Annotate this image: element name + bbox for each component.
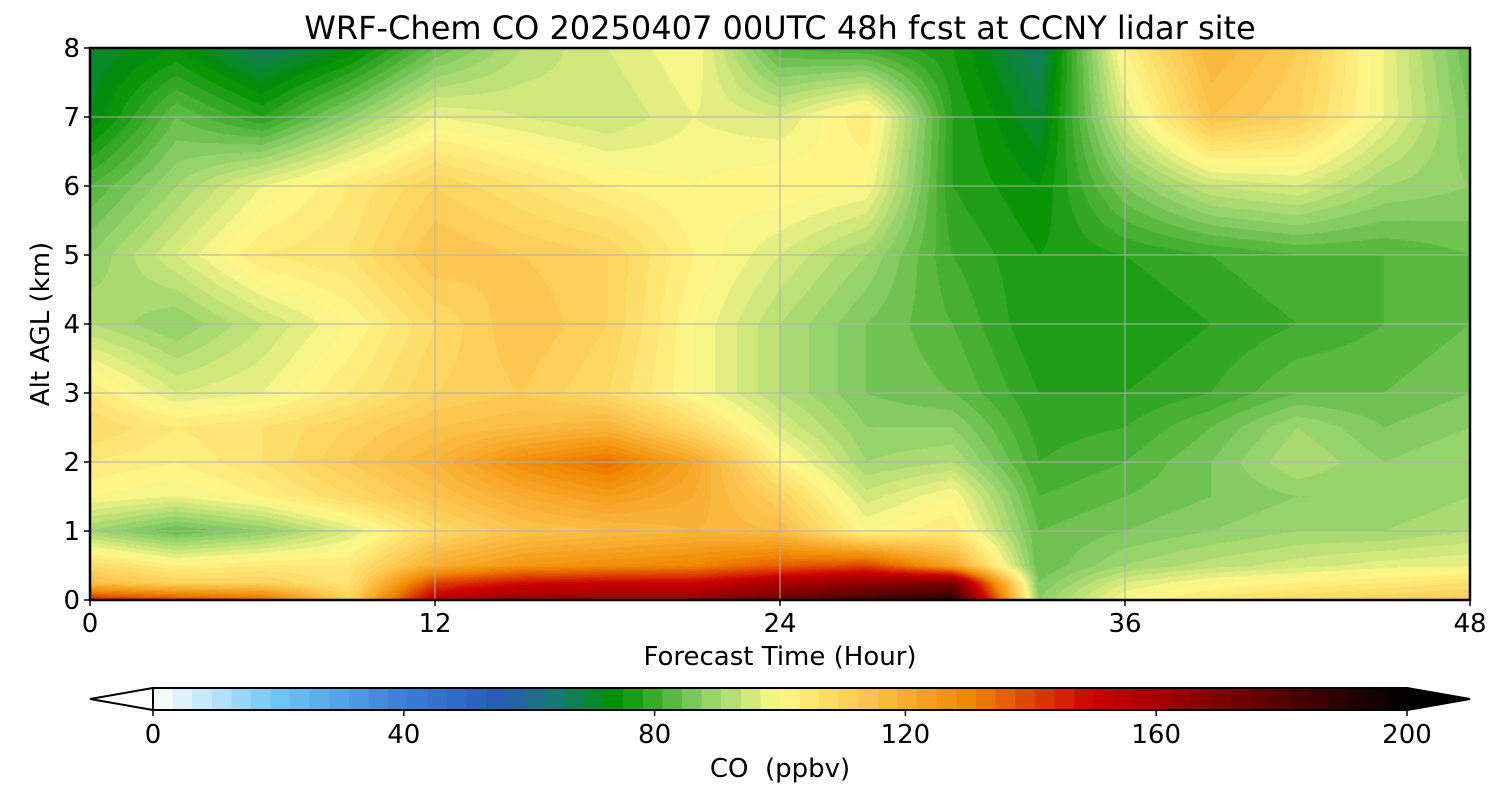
colorbar: 0 40 80 120 160 200 (89, 686, 1471, 750)
colorbar-extend-high (1406, 686, 1471, 712)
y-tick-label: 3 (63, 379, 80, 409)
colorbar-body (153, 688, 1407, 710)
y-tick-label: 4 (63, 310, 80, 340)
x-axis: 0 12 24 36 48 (82, 600, 1487, 639)
y-tick-label: 5 (63, 241, 80, 271)
colorbar-ticks: 0 40 80 120 160 200 (145, 710, 1432, 750)
x-axis-label: Forecast Time (Hour) (643, 642, 916, 672)
y-tick-label: 8 (63, 34, 80, 64)
y-tick-label: 7 (63, 103, 80, 133)
chart-title: WRF-Chem CO 20250407 00UTC 48h fcst at C… (304, 9, 1255, 47)
x-tick-label: 24 (763, 609, 796, 639)
colorbar-tick-label: 160 (1131, 720, 1181, 750)
colorbar-label: CO (ppbv) (710, 754, 850, 784)
y-tick-label: 1 (63, 517, 80, 547)
colorbar-tick-label: 80 (638, 720, 671, 750)
colorbar-extend-low (89, 686, 154, 712)
x-tick-label: 36 (1108, 609, 1141, 639)
y-axis: 0 1 2 3 4 5 6 7 8 (63, 34, 90, 616)
y-axis-label: Alt AGL (km) (26, 242, 56, 406)
colorbar-tick-label: 120 (881, 720, 931, 750)
colorbar-tick-label: 0 (145, 720, 162, 750)
y-tick-label: 6 (63, 172, 80, 202)
y-tick-label: 2 (63, 448, 80, 478)
x-tick-label: 12 (418, 609, 451, 639)
x-tick-label: 48 (1453, 609, 1486, 639)
colorbar-tick-label: 200 (1382, 720, 1432, 750)
colorbar-tick-label: 40 (387, 720, 420, 750)
colorbar-frame (152, 687, 1408, 711)
y-tick-label: 0 (63, 586, 80, 616)
x-tick-label: 0 (82, 609, 99, 639)
